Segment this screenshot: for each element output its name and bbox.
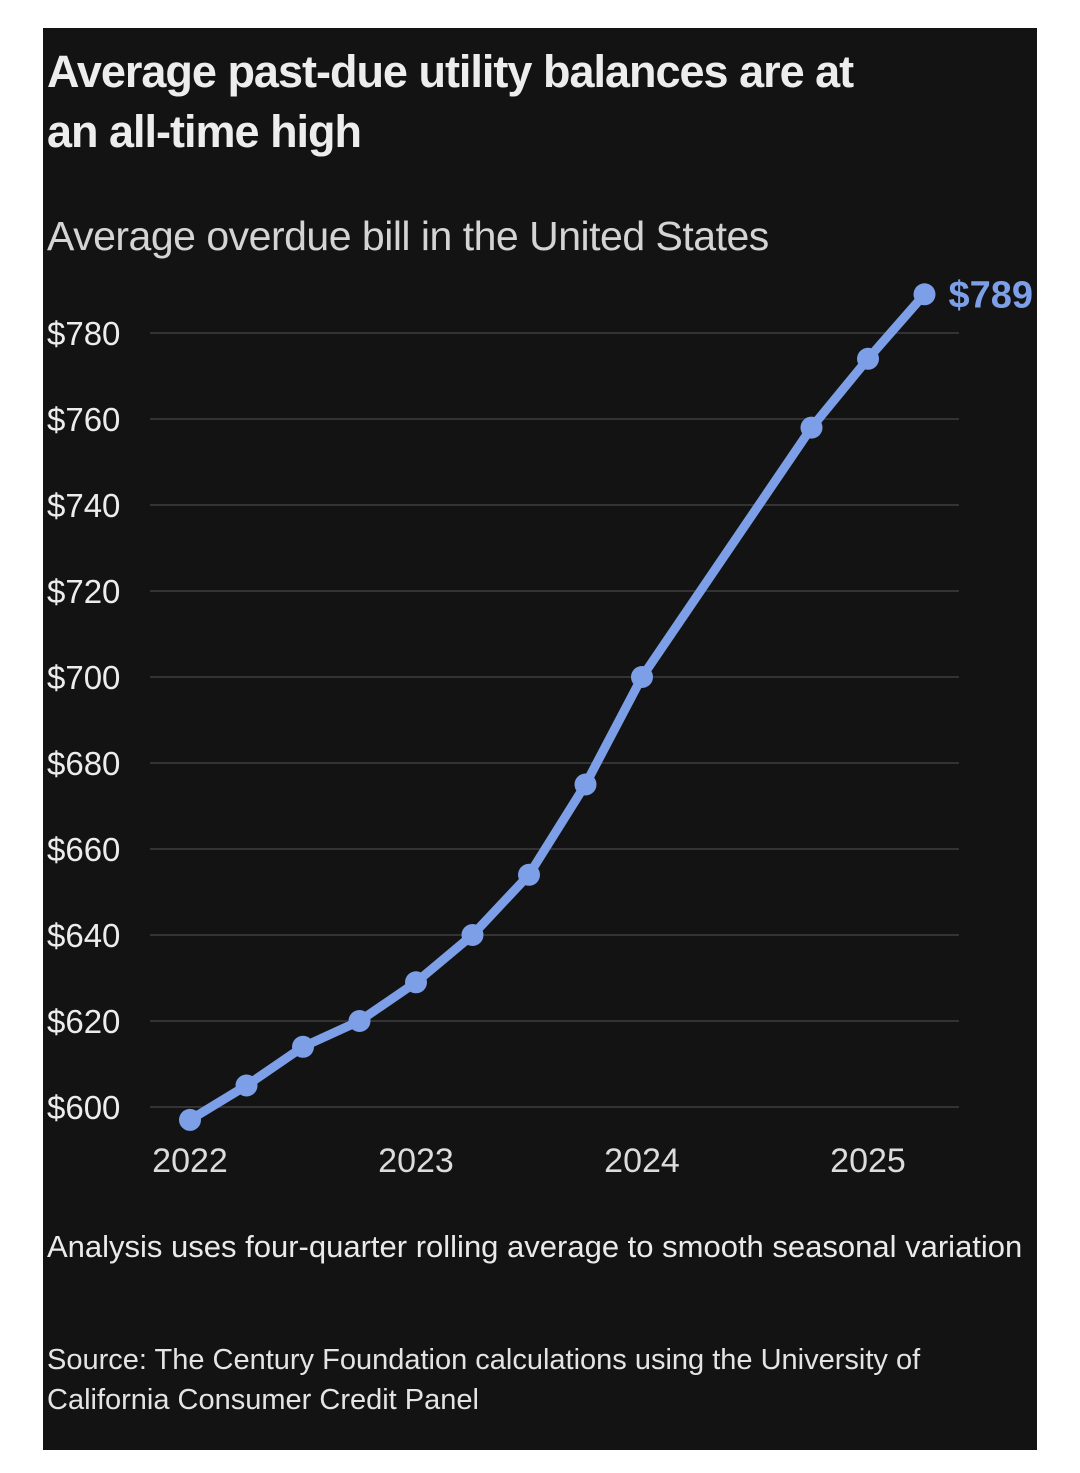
data-point bbox=[348, 1010, 371, 1032]
y-tick-label: $640 bbox=[47, 917, 120, 954]
data-point bbox=[574, 773, 597, 796]
data-point bbox=[800, 416, 823, 439]
data-point bbox=[857, 347, 879, 370]
chart-subtitle: Average overdue bill in the United State… bbox=[47, 213, 769, 259]
chart-card: Average past-due utility balances are at… bbox=[43, 28, 1037, 1450]
chart-source: Source: The Century Foundation calculati… bbox=[47, 1344, 921, 1416]
y-tick-label: $760 bbox=[47, 401, 120, 438]
chart-title: Average past-due utility balances are at… bbox=[47, 42, 854, 162]
y-tick-label: $680 bbox=[47, 745, 120, 782]
y-tick-label: $660 bbox=[47, 831, 120, 868]
x-tick-label: 2023 bbox=[378, 1142, 454, 1180]
data-point bbox=[518, 863, 540, 886]
chart-note: Analysis uses four-quarter rolling avera… bbox=[47, 1229, 1023, 1264]
series-line bbox=[185, 289, 929, 1125]
line-chart: $600 $620 $640 $660 $680 $700 $720 $740 $760 $780… bbox=[47, 274, 1034, 1180]
end-value-label: $789 bbox=[949, 274, 1034, 316]
x-tick-label: 2025 bbox=[830, 1142, 906, 1180]
data-point bbox=[235, 1074, 258, 1097]
data-point bbox=[179, 1108, 201, 1131]
chart-title-line-1: Average past-due utility balances are at bbox=[47, 46, 854, 97]
y-tick-label: $620 bbox=[47, 1003, 120, 1040]
x-tick-label: 2022 bbox=[152, 1142, 228, 1180]
chart-title-line-2: an all-time high bbox=[47, 106, 362, 157]
data-point bbox=[913, 283, 936, 306]
data-point bbox=[631, 666, 653, 688]
y-tick-label: $700 bbox=[47, 659, 120, 696]
y-tick-label: $720 bbox=[47, 573, 120, 610]
data-point bbox=[461, 924, 484, 946]
data-point bbox=[405, 971, 427, 994]
y-tick-label: $780 bbox=[47, 315, 120, 352]
x-tick-label: 2024 bbox=[604, 1142, 680, 1180]
data-point bbox=[292, 1035, 314, 1058]
y-tick-label: $600 bbox=[47, 1089, 120, 1126]
y-tick-label: $740 bbox=[47, 487, 120, 524]
